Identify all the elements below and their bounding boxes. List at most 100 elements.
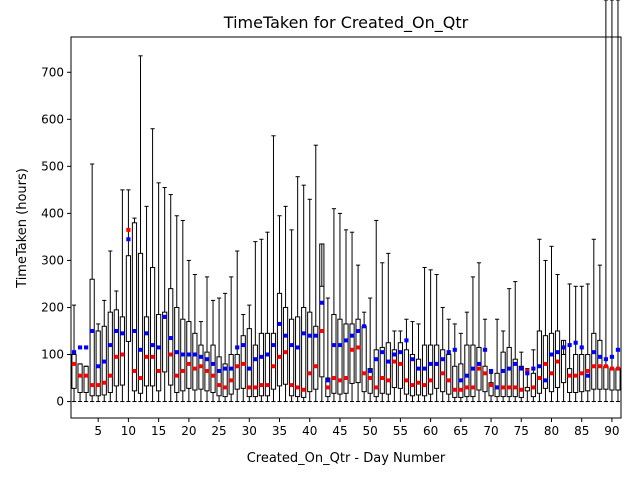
box-day-56 xyxy=(403,318,410,403)
box xyxy=(282,306,289,385)
box xyxy=(113,309,119,387)
box-day-24 xyxy=(210,299,216,403)
y-tick-label-100: 100 xyxy=(41,348,64,362)
box-day-42 xyxy=(319,243,325,403)
box-day-84 xyxy=(573,285,579,403)
box-day-66 xyxy=(464,311,470,403)
box xyxy=(216,356,222,397)
y-tick-label-700: 700 xyxy=(41,65,64,79)
box-day-33 xyxy=(264,231,271,403)
box xyxy=(295,316,301,398)
plot-area xyxy=(71,0,621,403)
box xyxy=(548,332,555,393)
box xyxy=(518,365,524,398)
box-day-81 xyxy=(554,274,561,403)
box-day-53 xyxy=(385,252,391,403)
box xyxy=(591,332,597,390)
box xyxy=(162,311,168,373)
box-day-40 xyxy=(307,198,313,403)
box-day-72 xyxy=(500,330,506,403)
box-day-38 xyxy=(295,176,301,403)
box xyxy=(355,318,361,384)
box-day-90 xyxy=(609,0,615,403)
box xyxy=(609,368,615,391)
box-day-21 xyxy=(192,274,198,403)
box-day-6 xyxy=(101,299,107,403)
box-day-20 xyxy=(186,259,192,403)
box-day-44 xyxy=(331,208,337,403)
box-day-2 xyxy=(77,345,83,403)
box xyxy=(83,365,89,393)
box-day-46 xyxy=(343,229,349,403)
box xyxy=(482,365,488,393)
box-day-28 xyxy=(234,250,240,403)
box-day-63 xyxy=(446,318,452,403)
box xyxy=(494,372,500,398)
box-day-23 xyxy=(204,276,210,403)
box-day-59 xyxy=(421,266,428,403)
box xyxy=(71,354,77,389)
y-axis-label: TimeTaken (hours) xyxy=(15,168,30,289)
box xyxy=(276,292,283,387)
box-day-27 xyxy=(228,276,234,403)
box-day-55 xyxy=(397,330,403,403)
box-day-47 xyxy=(349,231,355,403)
box xyxy=(137,252,144,394)
box-day-48 xyxy=(355,264,361,403)
y-tick-label-400: 400 xyxy=(41,206,64,220)
x-tick-label-50: 50 xyxy=(363,424,378,438)
box xyxy=(573,354,579,393)
box-day-57 xyxy=(409,321,416,403)
box-day-3 xyxy=(83,345,89,403)
box-day-82 xyxy=(560,339,567,403)
box xyxy=(107,311,113,393)
box-day-9 xyxy=(119,189,125,403)
box xyxy=(506,346,512,398)
box xyxy=(470,344,476,398)
box-day-32 xyxy=(258,238,264,403)
box xyxy=(615,368,621,391)
x-tick-label-30: 30 xyxy=(242,424,257,438)
chart-title: TimeTaken for Created_On_Qtr xyxy=(223,13,469,33)
box-day-91 xyxy=(615,0,621,403)
box-day-58 xyxy=(415,323,422,403)
box-day-71 xyxy=(494,318,500,403)
x-tick-label-35: 35 xyxy=(272,424,287,438)
box-day-1 xyxy=(71,304,77,403)
box-day-87 xyxy=(591,238,597,403)
box xyxy=(367,368,373,394)
box xyxy=(264,332,271,397)
box xyxy=(192,332,198,391)
box-day-26 xyxy=(222,292,228,403)
box xyxy=(331,314,337,394)
box-day-12 xyxy=(137,55,144,403)
x-tick-label-10: 10 xyxy=(121,424,136,438)
y-tick-label-0: 0 xyxy=(56,395,64,409)
box xyxy=(252,344,258,398)
box-day-13 xyxy=(143,205,150,403)
box xyxy=(554,330,561,389)
box xyxy=(89,278,95,397)
box xyxy=(258,332,264,397)
box xyxy=(536,330,543,394)
box xyxy=(95,330,101,397)
box xyxy=(313,325,319,390)
x-tick-label-15: 15 xyxy=(151,424,166,438)
box xyxy=(125,255,132,342)
box-day-7 xyxy=(107,250,113,403)
box-day-15 xyxy=(156,182,162,403)
box xyxy=(210,344,216,393)
box-day-62 xyxy=(440,306,446,403)
box-day-25 xyxy=(216,297,222,403)
box-day-51 xyxy=(373,219,379,403)
box-day-29 xyxy=(240,314,246,403)
box xyxy=(524,386,530,392)
box-day-64 xyxy=(452,323,458,403)
box-day-74 xyxy=(512,281,518,403)
box xyxy=(119,316,125,386)
box xyxy=(270,332,277,390)
box-day-67 xyxy=(470,276,476,403)
box xyxy=(409,354,416,397)
box xyxy=(349,323,355,384)
